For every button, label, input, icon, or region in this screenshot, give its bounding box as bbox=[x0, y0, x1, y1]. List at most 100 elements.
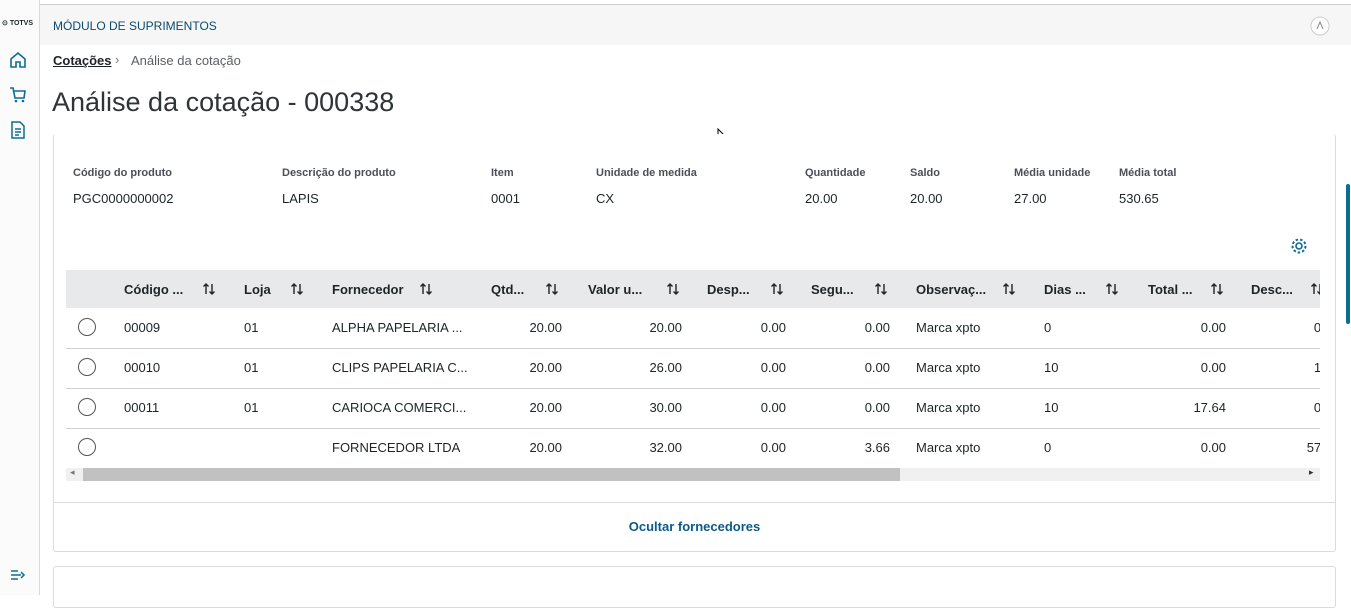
product-label: Item bbox=[491, 167, 514, 179]
row-radio[interactable] bbox=[78, 318, 96, 336]
column-header[interactable]: Desp... bbox=[707, 282, 750, 297]
table-cell: 0 bbox=[1044, 320, 1052, 335]
sidebar: ⊙ TOTVS bbox=[0, 0, 40, 595]
logo: ⊙ TOTVS bbox=[2, 20, 34, 27]
table-cell: 0 bbox=[1044, 440, 1052, 455]
breadcrumb-current: Análise da cotação bbox=[131, 53, 241, 68]
table-cell: Marca xpto bbox=[916, 440, 981, 455]
product-value: 530.65 bbox=[1119, 191, 1159, 206]
sort-icon[interactable] bbox=[1210, 281, 1224, 297]
product-label: Média total bbox=[1119, 167, 1177, 179]
sort-icon[interactable] bbox=[419, 281, 433, 297]
product-value: 20.00 bbox=[910, 191, 943, 206]
horizontal-scrollbar[interactable]: ◂ ▸ bbox=[66, 467, 1320, 481]
scrollbar-thumb[interactable] bbox=[83, 468, 900, 481]
table-cell: FORNECEDOR LTDA bbox=[332, 440, 461, 455]
table-cell: 0.00 bbox=[1200, 360, 1226, 375]
sort-icon[interactable] bbox=[874, 281, 888, 297]
table-cell: 01 bbox=[244, 360, 259, 375]
table-cell: 0.0 bbox=[1313, 400, 1320, 415]
column-header[interactable]: Valor u... bbox=[588, 282, 643, 297]
product-label: Unidade de medida bbox=[596, 167, 697, 179]
table-cell: 20.00 bbox=[649, 320, 682, 335]
product-value: 20.00 bbox=[805, 191, 838, 206]
product-value: PGC0000000002 bbox=[73, 191, 174, 206]
column-header[interactable]: Loja bbox=[244, 282, 271, 297]
table-cell: 3.66 bbox=[864, 440, 890, 455]
breadcrumb-link[interactable]: Cotações bbox=[53, 53, 112, 68]
product-label: Média unidade bbox=[1014, 167, 1091, 179]
quote-card: Ocultar fornecedores Código do produto PG… bbox=[53, 134, 1336, 552]
sort-icon[interactable] bbox=[202, 281, 216, 297]
table-cell: 0.00 bbox=[760, 320, 786, 335]
table-cell: 0.0 bbox=[1313, 320, 1320, 335]
table-cell: Marca xpto bbox=[916, 320, 981, 335]
table-cell: 00009 bbox=[124, 320, 161, 335]
product-label: Saldo bbox=[910, 167, 940, 179]
table-cell: 26.00 bbox=[649, 360, 682, 375]
suppliers-table: ◂ ▸ Código ... Loja Fornecedor Qtd... Valor … bbox=[66, 270, 1320, 485]
table-cell: 0.00 bbox=[864, 360, 890, 375]
next-card bbox=[53, 566, 1336, 608]
column-header[interactable]: Qtd... bbox=[491, 282, 525, 297]
table-cell: Marca xpto bbox=[916, 360, 981, 375]
column-header[interactable]: Total ... bbox=[1148, 282, 1193, 297]
logo-text: TOTVS bbox=[9, 20, 34, 27]
product-value: 27.00 bbox=[1014, 191, 1047, 206]
page-scrollbar[interactable] bbox=[1346, 184, 1350, 324]
row-divider bbox=[66, 348, 1320, 349]
row-radio[interactable] bbox=[78, 438, 96, 456]
product-value: LAPIS bbox=[282, 191, 319, 206]
user-icon[interactable] bbox=[1310, 16, 1330, 36]
cart-icon[interactable] bbox=[9, 86, 27, 104]
scroll-left-arrow[interactable]: ◂ bbox=[70, 467, 75, 477]
table-cell: ALPHA PAPELARIA ... bbox=[332, 320, 463, 335]
table-cell: 20.00 bbox=[529, 440, 562, 455]
scroll-right-arrow[interactable]: ▸ bbox=[1309, 467, 1314, 477]
document-icon[interactable] bbox=[9, 121, 27, 139]
table-cell: 20.00 bbox=[529, 320, 562, 335]
row-divider bbox=[66, 388, 1320, 389]
breadcrumb-separator: › bbox=[115, 52, 120, 67]
table-cell: 00011 bbox=[124, 400, 160, 415]
row-divider bbox=[66, 428, 1320, 429]
sort-icon[interactable] bbox=[1310, 281, 1320, 297]
table-cell: 30.00 bbox=[649, 400, 682, 415]
row-radio[interactable] bbox=[78, 398, 96, 416]
settings-icon[interactable] bbox=[1290, 237, 1308, 255]
column-header[interactable]: Fornecedor bbox=[332, 282, 404, 297]
table-cell: 0.00 bbox=[864, 400, 890, 415]
column-header[interactable]: Segu... bbox=[811, 282, 854, 297]
table-cell: 10 bbox=[1044, 400, 1059, 415]
column-header[interactable]: Desc... bbox=[1251, 282, 1293, 297]
module-title: MÓDULO DE SUPRIMENTOS bbox=[53, 19, 217, 33]
table-cell: 57.6 bbox=[1306, 440, 1320, 455]
table-cell: 10 bbox=[1044, 360, 1059, 375]
divider bbox=[54, 502, 1335, 503]
sort-icon[interactable] bbox=[666, 281, 680, 297]
column-header[interactable]: Código ... bbox=[124, 282, 184, 297]
product-label: Descrição do produto bbox=[282, 167, 396, 179]
table-cell: 20.00 bbox=[529, 400, 562, 415]
sort-icon[interactable] bbox=[770, 281, 784, 297]
table-cell: Marca xpto bbox=[916, 400, 981, 415]
product-value: 0001 bbox=[491, 191, 520, 206]
table-cell: 1.1 bbox=[1313, 360, 1320, 375]
column-header[interactable]: Dias ... bbox=[1044, 282, 1086, 297]
hide-suppliers-link[interactable]: Ocultar fornecedores bbox=[628, 519, 761, 534]
page-title: Análise da cotação - 000338 bbox=[52, 87, 395, 117]
table-cell: 32.00 bbox=[649, 440, 682, 455]
sort-icon[interactable] bbox=[1105, 281, 1119, 297]
table-cell: 0.00 bbox=[760, 440, 786, 455]
row-radio[interactable] bbox=[78, 358, 96, 376]
sort-icon[interactable] bbox=[545, 281, 559, 297]
column-header[interactable]: Observaç... bbox=[916, 282, 987, 297]
table-cell: 0.00 bbox=[760, 400, 786, 415]
sort-icon[interactable] bbox=[1002, 281, 1016, 297]
sort-icon[interactable] bbox=[290, 281, 304, 297]
home-icon[interactable] bbox=[9, 51, 27, 69]
expand-menu-icon[interactable] bbox=[9, 567, 27, 583]
table-cell: 0.00 bbox=[1200, 440, 1226, 455]
product-label: Quantidade bbox=[805, 167, 866, 179]
